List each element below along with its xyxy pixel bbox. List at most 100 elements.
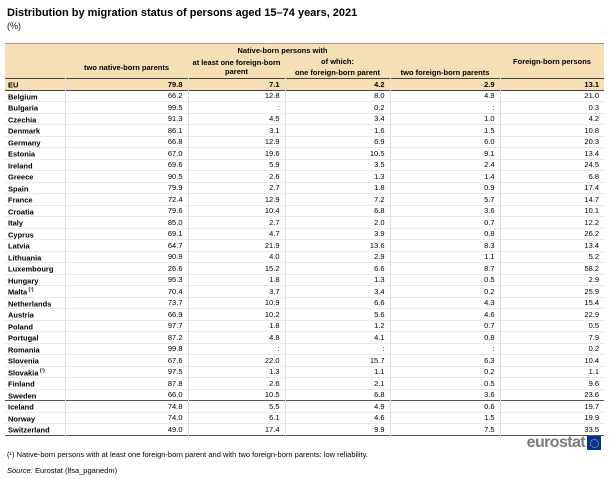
value-two-foreign-born-parents: 6.0 bbox=[389, 136, 501, 148]
value-one-foreign-born-parent: 4.9 bbox=[284, 400, 390, 412]
country-label: Hungary bbox=[8, 276, 39, 285]
value-foreign-born-persons: 10.1 bbox=[499, 205, 605, 217]
table-row: Cyprus 69.1 4.7 3.9 0.8 26.2 bbox=[5, 228, 605, 240]
country-label: Sweden bbox=[8, 391, 37, 400]
value-two-native-born-parents: 69.1 bbox=[64, 228, 188, 240]
value-at-least-one-foreign-born-parent: 12.9 bbox=[187, 193, 285, 205]
value-two-foreign-born-parents: 0.5 bbox=[389, 274, 501, 286]
country-label: Italy bbox=[8, 218, 24, 228]
eu-flag-icon bbox=[587, 436, 601, 450]
value-one-foreign-born-parent: 1.2 bbox=[284, 320, 390, 332]
table-row: Croatia 79.6 10.4 6.8 3.6 10.1 bbox=[5, 205, 605, 217]
value-two-foreign-born-parents: 9.1 bbox=[389, 147, 501, 159]
table-row: Romania 99.8 : : : 0.2 bbox=[5, 343, 605, 355]
value-foreign-born-persons: 4.2 bbox=[499, 113, 605, 125]
value-two-foreign-born-parents: : bbox=[389, 343, 501, 355]
country-label: Poland bbox=[8, 322, 34, 331]
value-at-least-one-foreign-born-parent: 1.3 bbox=[187, 366, 285, 378]
country-label: Spain bbox=[8, 184, 29, 193]
value-one-foreign-born-parent: 2.9 bbox=[284, 251, 390, 263]
value-one-foreign-born-parent: 7.2 bbox=[284, 193, 390, 205]
value-one-foreign-born-parent: 1.6 bbox=[284, 124, 390, 136]
country-label: Lithuania bbox=[8, 253, 42, 262]
country-label: Ireland bbox=[8, 161, 33, 170]
country-label: Cyprus bbox=[8, 230, 34, 239]
value-foreign-born-persons: 12.2 bbox=[499, 216, 605, 228]
table-row: Lithuania 90.9 4.0 2.9 1.1 5.2 bbox=[5, 251, 605, 263]
value-at-least-one-foreign-born-parent: 1.8 bbox=[187, 320, 285, 332]
country-label: Romania bbox=[8, 345, 40, 354]
value-two-native-born-parents: 66.8 bbox=[64, 136, 188, 148]
table-row: Hungary 95.3 1.8 1.3 0.5 2.9 bbox=[5, 274, 605, 286]
value-two-native-born-parents: 99.8 bbox=[64, 343, 188, 355]
value-foreign-born-persons: 24.5 bbox=[499, 159, 605, 171]
table-header: Native-born persons with Foreign-born pe… bbox=[5, 43, 605, 79]
table-row: Netherlands 73.7 10.9 6.6 4.3 15.4 bbox=[5, 297, 605, 309]
value-foreign-born-persons: 0.3 bbox=[499, 101, 605, 113]
value-two-native-born-parents: 26.6 bbox=[64, 262, 188, 274]
value-foreign-born-persons: 13.4 bbox=[499, 239, 605, 251]
table-row: Poland 97.7 1.8 1.2 0.7 0.5 bbox=[5, 320, 605, 332]
value-two-foreign-born-parents: 3.6 bbox=[389, 205, 501, 217]
value-foreign-born-persons: 25.9 bbox=[499, 285, 605, 297]
eurostat-logo: eurostat bbox=[527, 434, 601, 452]
table-row: Belgium 66.2 12.8 8.0 4.9 21.0 bbox=[5, 90, 605, 102]
table-row: France 72.4 12.9 7.2 5.7 14.7 bbox=[5, 193, 605, 205]
value-foreign-born-persons: 22.9 bbox=[499, 308, 605, 320]
country-label: Latvia bbox=[8, 241, 30, 251]
value-one-foreign-born-parent: 3.4 bbox=[284, 113, 390, 125]
value-at-least-one-foreign-born-parent: 6.1 bbox=[187, 412, 285, 424]
country-label: Slovakia (¹) bbox=[8, 367, 45, 378]
value-two-native-born-parents: 87.2 bbox=[64, 331, 188, 343]
table-row: Switzerland 49.0 17.4 9.9 7.5 33.5 bbox=[5, 423, 605, 435]
value-two-foreign-born-parents: : bbox=[389, 101, 501, 113]
table-row: Germany 66.8 12.9 6.9 6.0 20.3 bbox=[5, 136, 605, 148]
footnote: (¹) Native-born persons with at least on… bbox=[7, 449, 368, 459]
country-label: Malta (¹) bbox=[8, 287, 34, 297]
table-row: Czechia 91.3 4.5 3.4 1.0 4.2 bbox=[5, 113, 605, 125]
value-at-least-one-foreign-born-parent: 2.6 bbox=[187, 170, 285, 182]
value-one-foreign-born-parent: 2.1 bbox=[284, 377, 390, 389]
column-header-two-foreign-born-parents: two foreign-born parents bbox=[390, 67, 501, 79]
value-one-foreign-born-parent: 1.3 bbox=[284, 274, 390, 286]
table-row: Bulgaria 99.5 : 0.2 : 0.3 bbox=[5, 101, 605, 113]
value-foreign-born-persons: 10.4 bbox=[499, 354, 605, 366]
value-two-foreign-born-parents: 6.3 bbox=[389, 354, 501, 366]
value-foreign-born-persons: 0.2 bbox=[499, 343, 605, 355]
table-row: Luxembourg 26.6 15.2 6.6 8.7 58.2 bbox=[5, 262, 605, 274]
value-one-foreign-born-parent: 3.9 bbox=[284, 228, 390, 240]
source-value: Eurostat (lfsa_pganedm) bbox=[34, 465, 118, 475]
value-two-foreign-born-parents: 0.6 bbox=[389, 400, 501, 412]
value-at-least-one-foreign-born-parent: 1.8 bbox=[187, 274, 285, 286]
footnote-marker: (¹) bbox=[38, 367, 45, 374]
value-at-least-one-foreign-born-parent: 3.1 bbox=[187, 124, 285, 136]
value-one-foreign-born-parent: 6.8 bbox=[284, 205, 390, 217]
value-foreign-born-persons: 15.4 bbox=[499, 297, 605, 309]
footnote-marker: (¹) bbox=[27, 287, 34, 293]
value-two-native-born-parents: 73.7 bbox=[64, 297, 188, 309]
value-at-least-one-foreign-born-parent: 15.2 bbox=[187, 262, 285, 274]
value-two-native-born-parents: 99.5 bbox=[64, 101, 188, 113]
value-two-native-born-parents: 97.5 bbox=[64, 366, 188, 378]
value-two-native-born-parents: 91.3 bbox=[64, 113, 188, 125]
value-two-native-born-parents: 66.0 bbox=[64, 389, 188, 401]
value-two-native-born-parents: 67.0 bbox=[64, 147, 188, 159]
country-label: Bulgaria bbox=[8, 103, 39, 113]
country-label: Iceland bbox=[8, 402, 34, 412]
value-at-least-one-foreign-born-parent: 12.9 bbox=[187, 136, 285, 148]
value-foreign-born-persons: 19.9 bbox=[499, 412, 605, 424]
eurostat-logo-text: eurostat bbox=[526, 434, 586, 451]
unit-label: (%) bbox=[7, 21, 21, 31]
value-one-foreign-born-parent: 4.2 bbox=[284, 78, 390, 90]
value-two-native-born-parents: 79.8 bbox=[64, 78, 188, 90]
value-two-native-born-parents: 74.0 bbox=[64, 412, 188, 424]
value-two-native-born-parents: 72.4 bbox=[64, 193, 188, 205]
value-at-least-one-foreign-born-parent: 2.7 bbox=[187, 182, 285, 194]
value-one-foreign-born-parent: 1.1 bbox=[284, 366, 390, 378]
table-row: Latvia 64.7 21.9 13.6 8.3 13.4 bbox=[5, 239, 605, 251]
value-foreign-born-persons: 7.9 bbox=[499, 331, 605, 343]
country-label: Switzerland bbox=[8, 425, 50, 435]
table-row: Sweden 66.0 10.5 6.8 3.6 23.6 bbox=[5, 389, 605, 401]
country-label: Norway bbox=[8, 414, 36, 423]
value-foreign-born-persons: 6.8 bbox=[499, 170, 605, 182]
